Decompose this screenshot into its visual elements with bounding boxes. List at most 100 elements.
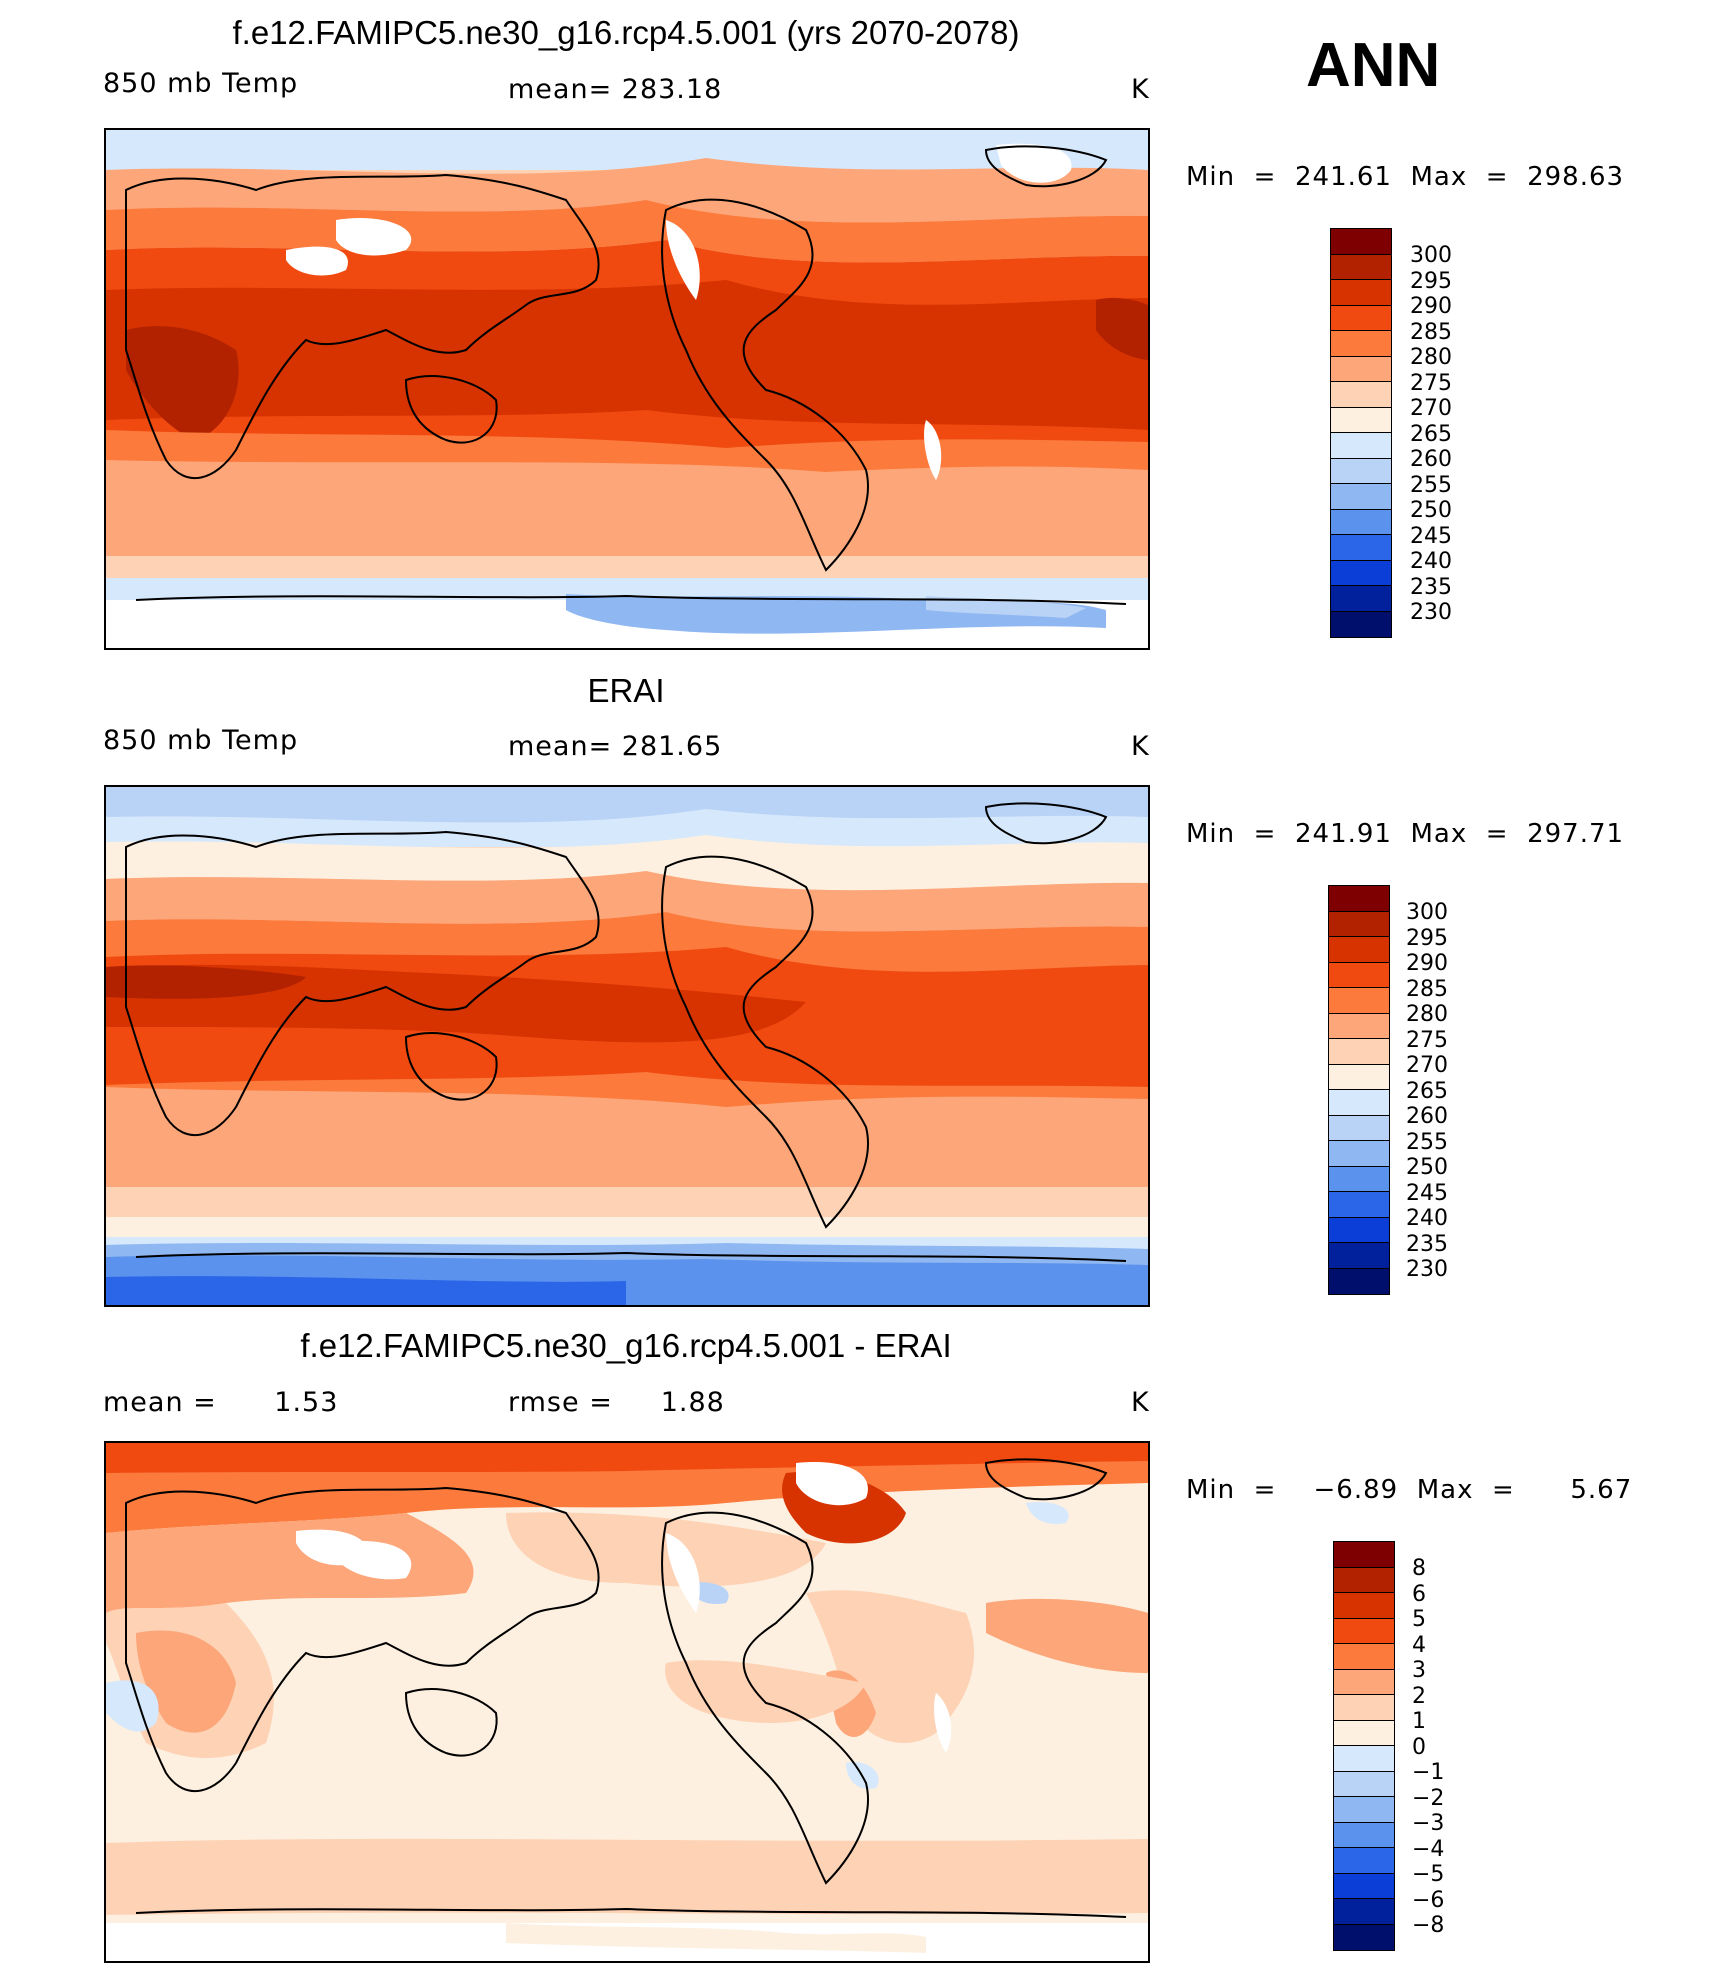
colorbar-swatch — [1329, 988, 1389, 1014]
panel-2-units: K — [1131, 731, 1150, 762]
colorbar-swatch — [1331, 254, 1391, 280]
colorbar-swatch — [1334, 1797, 1394, 1823]
colorbar-swatch — [1329, 1064, 1389, 1090]
colorbar-tick-label: 240 — [1410, 549, 1452, 574]
colorbar-swatch — [1331, 560, 1391, 586]
colorbar-tick-label: 260 — [1410, 447, 1452, 472]
panel-1-map-plot — [106, 130, 1148, 648]
colorbar-tick-label: 235 — [1406, 1231, 1448, 1257]
panel-3-mean-label: mean = 1.53 — [103, 1387, 339, 1418]
colorbar-tick-label: 275 — [1406, 1027, 1448, 1053]
colorbar-swatch — [1334, 1873, 1394, 1899]
colorbar-tick-label: −6 — [1412, 1887, 1445, 1913]
colorbar-swatch — [1329, 1192, 1389, 1218]
colorbar-swatch — [1331, 611, 1391, 637]
colorbar-swatch — [1334, 1899, 1394, 1925]
panel-1-title: f.e12.FAMIPC5.ne30_g16.rcp4.5.001 (yrs 2… — [232, 14, 1020, 51]
panel-3-minmax: Min = −6.89 Max = 5.67 — [1186, 1475, 1633, 1505]
colorbar-swatch — [1334, 1695, 1394, 1721]
colorbar-tick-label: 8 — [1412, 1556, 1426, 1581]
colorbar-swatch — [1329, 886, 1389, 912]
colorbar-tick-label: −1 — [1412, 1760, 1445, 1785]
panel-2-title: ERAI — [587, 672, 665, 709]
panel-2-variable-label: 850 mb Temp — [103, 725, 299, 756]
colorbar-tick-label: 300 — [1406, 900, 1448, 925]
colorbar-tick-label: 265 — [1406, 1078, 1448, 1104]
panel-1-map — [104, 128, 1150, 650]
colorbar-tick-label: 250 — [1410, 498, 1452, 523]
colorbar-swatch — [1329, 1217, 1389, 1243]
colorbar-swatch — [1334, 1567, 1394, 1593]
colorbar-swatch — [1329, 1090, 1389, 1116]
colorbar-tick-label: 260 — [1406, 1104, 1448, 1129]
colorbar-swatch — [1331, 382, 1391, 408]
colorbar-swatch — [1329, 1243, 1389, 1269]
colorbar-tick-label: 290 — [1406, 951, 1448, 976]
colorbar-tick-label: 245 — [1410, 523, 1452, 549]
colorbar-tick-label: 245 — [1406, 1180, 1448, 1206]
colorbar-swatch — [1334, 1924, 1394, 1950]
panel-3-rmse-label: rmse = 1.88 — [508, 1387, 725, 1418]
colorbar-swatch — [1334, 1644, 1394, 1670]
panel-3-map — [104, 1441, 1150, 1963]
colorbar-swatch — [1331, 331, 1391, 357]
panel-3-colorbar — [1333, 1541, 1395, 1951]
colorbar-swatch — [1331, 458, 1391, 484]
colorbar-tick-label: 270 — [1406, 1053, 1448, 1078]
colorbar-swatch — [1334, 1669, 1394, 1695]
colorbar-tick-label: 285 — [1410, 319, 1452, 345]
colorbar-swatch — [1331, 356, 1391, 382]
panel-2-map-plot — [106, 787, 1148, 1305]
colorbar-swatch — [1331, 509, 1391, 535]
colorbar-tick-label: 6 — [1412, 1581, 1426, 1607]
colorbar-swatch — [1334, 1771, 1394, 1797]
colorbar-swatch — [1329, 1039, 1389, 1065]
colorbar-swatch — [1329, 911, 1389, 937]
colorbar-swatch — [1329, 1268, 1389, 1294]
colorbar-swatch — [1329, 1141, 1389, 1167]
colorbar-tick-label: 265 — [1410, 421, 1452, 447]
colorbar-tick-label: 270 — [1410, 396, 1452, 421]
panel-3-title: f.e12.FAMIPC5.ne30_g16.rcp4.5.001 - ERAI — [300, 1327, 952, 1364]
colorbar-tick-label: −5 — [1412, 1862, 1445, 1887]
colorbar-swatch — [1329, 1013, 1389, 1039]
colorbar-tick-label: 290 — [1410, 294, 1452, 319]
colorbar-tick-label: 1 — [1412, 1709, 1426, 1734]
colorbar-tick-label: −2 — [1412, 1785, 1445, 1811]
colorbar-tick-label: 255 — [1406, 1129, 1448, 1155]
colorbar-swatch — [1334, 1593, 1394, 1619]
colorbar-swatch — [1331, 586, 1391, 612]
colorbar-tick-label: 4 — [1412, 1632, 1426, 1658]
colorbar-tick-label: 250 — [1406, 1155, 1448, 1180]
colorbar-swatch — [1334, 1618, 1394, 1644]
panel-2-map — [104, 785, 1150, 1307]
colorbar-swatch — [1331, 229, 1391, 255]
colorbar-tick-label: 0 — [1412, 1734, 1426, 1760]
colorbar-tick-label: 2 — [1412, 1683, 1426, 1709]
panel-2-mean-label: mean= 281.65 — [508, 731, 723, 762]
panel-1-mean-label: mean= 283.18 — [508, 74, 723, 105]
colorbar-swatch — [1334, 1720, 1394, 1746]
colorbar-tick-label: −3 — [1412, 1811, 1445, 1836]
colorbar-tick-label: 295 — [1410, 268, 1452, 294]
colorbar-tick-label: 3 — [1412, 1658, 1426, 1683]
colorbar-swatch — [1329, 1115, 1389, 1141]
colorbar-tick-label: 230 — [1410, 600, 1452, 625]
panel-2-minmax: Min = 241.91 Max = 297.71 — [1186, 819, 1625, 849]
panel-3-map-plot — [106, 1443, 1148, 1961]
colorbar-tick-label: 280 — [1406, 1002, 1448, 1027]
colorbar-swatch — [1331, 280, 1391, 306]
colorbar-swatch — [1334, 1848, 1394, 1874]
colorbar-tick-label: 255 — [1410, 472, 1452, 498]
colorbar-swatch — [1331, 535, 1391, 561]
colorbar-swatch — [1334, 1822, 1394, 1848]
colorbar-swatch — [1331, 484, 1391, 510]
colorbar-tick-label: −4 — [1412, 1836, 1445, 1862]
panel-1-variable-label: 850 mb Temp — [103, 68, 299, 99]
colorbar-swatch — [1334, 1746, 1394, 1772]
panel-1-minmax: Min = 241.61 Max = 298.63 — [1186, 162, 1625, 192]
colorbar-tick-label: 5 — [1412, 1607, 1426, 1632]
colorbar-tick-label: 280 — [1410, 345, 1452, 370]
colorbar-tick-label: 300 — [1410, 243, 1452, 268]
season-label: ANN — [1306, 31, 1441, 100]
